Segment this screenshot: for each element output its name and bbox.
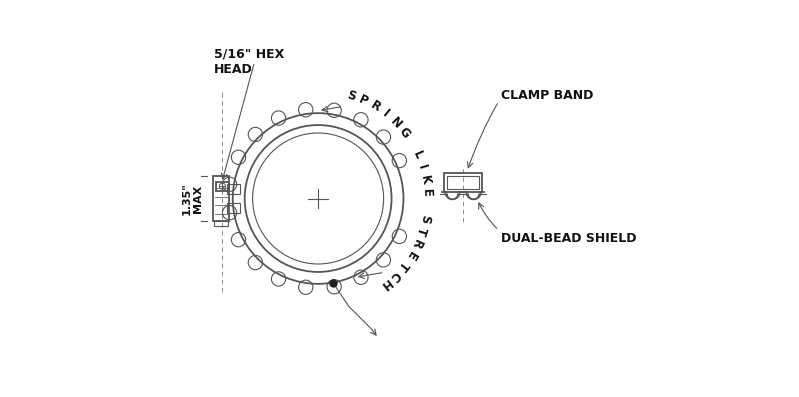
Text: G: G	[396, 125, 412, 141]
Text: R: R	[368, 98, 383, 114]
Text: E: E	[403, 248, 418, 262]
Text: I: I	[415, 163, 428, 171]
Text: K: K	[418, 174, 432, 185]
Text: P: P	[357, 93, 370, 108]
Text: 1.35"
MAX: 1.35" MAX	[181, 182, 203, 215]
Text: T: T	[396, 258, 411, 273]
Text: T: T	[414, 225, 429, 237]
Bar	[216, 182, 229, 191]
Text: H: H	[377, 276, 392, 292]
Text: L: L	[410, 149, 424, 161]
Text: 5/16" HEX
HEAD: 5/16" HEX HEAD	[213, 48, 284, 76]
Text: CLAMP BAND: CLAMP BAND	[501, 89, 593, 102]
Bar	[444, 173, 482, 192]
Text: S: S	[345, 88, 358, 103]
Text: E: E	[419, 188, 433, 197]
Bar	[213, 175, 229, 222]
Bar	[447, 176, 479, 189]
Text: N: N	[388, 115, 403, 131]
Bar	[227, 203, 240, 213]
Text: R: R	[409, 237, 424, 250]
Text: C: C	[387, 268, 402, 283]
Text: S: S	[417, 213, 431, 224]
Bar	[227, 184, 240, 194]
Text: DUAL-BEAD SHIELD: DUAL-BEAD SHIELD	[501, 232, 636, 245]
Text: I: I	[380, 108, 392, 120]
Bar	[214, 222, 228, 226]
